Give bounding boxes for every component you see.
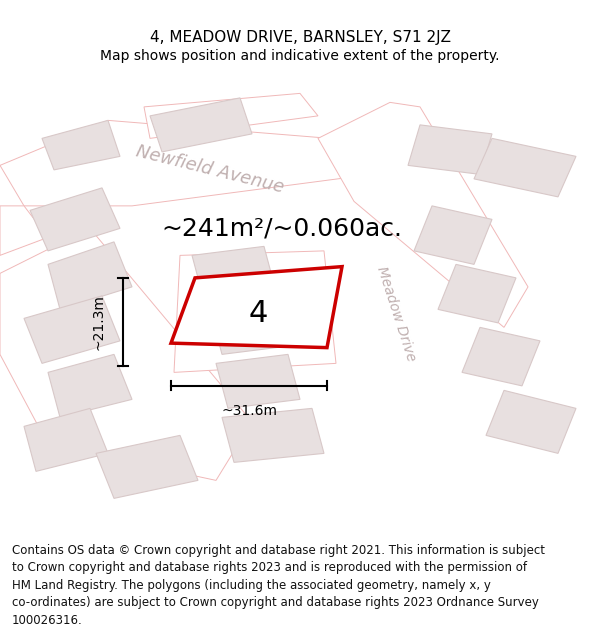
Text: 4, MEADOW DRIVE, BARNSLEY, S71 2JZ: 4, MEADOW DRIVE, BARNSLEY, S71 2JZ <box>149 30 451 45</box>
Polygon shape <box>42 121 120 170</box>
Text: 4: 4 <box>248 299 268 328</box>
Text: Map shows position and indicative extent of the property.: Map shows position and indicative extent… <box>100 49 500 63</box>
Polygon shape <box>210 301 294 354</box>
Polygon shape <box>171 267 342 348</box>
Polygon shape <box>408 125 492 174</box>
Polygon shape <box>144 93 318 138</box>
Polygon shape <box>414 206 492 264</box>
Polygon shape <box>0 228 252 481</box>
Polygon shape <box>222 408 324 462</box>
Polygon shape <box>462 328 540 386</box>
Polygon shape <box>318 102 528 328</box>
Polygon shape <box>216 354 300 408</box>
Polygon shape <box>48 242 132 309</box>
Polygon shape <box>24 296 120 363</box>
Text: Meadow Drive: Meadow Drive <box>374 264 418 363</box>
Text: Newfield Avenue: Newfield Avenue <box>134 142 286 197</box>
Polygon shape <box>0 121 372 206</box>
Polygon shape <box>174 251 336 372</box>
Polygon shape <box>30 188 120 251</box>
Polygon shape <box>474 138 576 197</box>
Text: Contains OS data © Crown copyright and database right 2021. This information is : Contains OS data © Crown copyright and d… <box>12 544 545 625</box>
Polygon shape <box>192 246 276 301</box>
Polygon shape <box>96 436 198 498</box>
Polygon shape <box>150 98 252 152</box>
Polygon shape <box>24 408 108 471</box>
Polygon shape <box>438 264 516 323</box>
Text: ~241m²/~0.060ac.: ~241m²/~0.060ac. <box>161 216 403 241</box>
Polygon shape <box>486 391 576 453</box>
Text: ~31.6m: ~31.6m <box>221 404 277 418</box>
Polygon shape <box>48 354 132 418</box>
Text: ~21.3m: ~21.3m <box>92 294 106 350</box>
Polygon shape <box>0 206 48 256</box>
